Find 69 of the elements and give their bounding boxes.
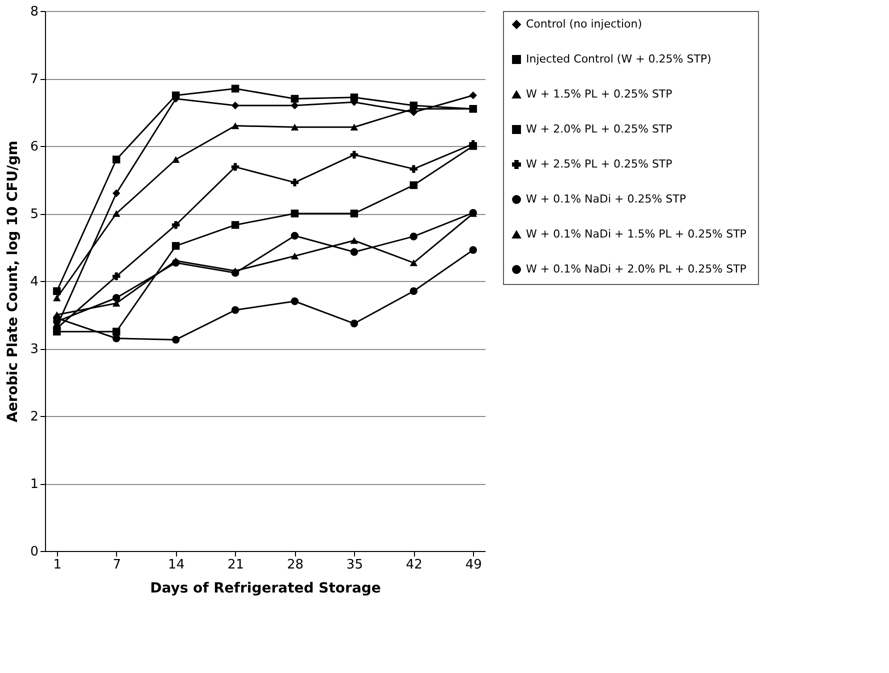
point [112, 294, 120, 302]
point [112, 272, 120, 280]
legend-label: W + 0.1% NaDi + 2.0% PL + 0.25% STP [526, 262, 747, 276]
point [112, 210, 120, 217]
x-tick-label: 21 [227, 558, 244, 572]
y-tick-label: 6 [30, 140, 38, 154]
point [231, 306, 240, 314]
point [290, 124, 299, 130]
point [350, 94, 358, 102]
legend-label: W + 0.1% NaDi + 0.25% STP [526, 192, 686, 206]
point [53, 294, 61, 302]
y-tick-label: 8 [30, 4, 38, 20]
legend-label: W + 2.5% PL + 0.25% STP [526, 158, 673, 170]
point [469, 246, 477, 254]
point [172, 156, 180, 163]
legend-label: W + 2.0% PL + 0.25% STP [526, 122, 673, 136]
point [112, 334, 120, 342]
y-tick-label: 4 [30, 274, 38, 290]
y-tick-label: 3 [30, 342, 38, 357]
point [112, 189, 120, 198]
y-tick-label: 0 [30, 544, 38, 560]
point [231, 84, 240, 92]
point [350, 248, 358, 256]
point [410, 165, 418, 173]
point [231, 102, 240, 110]
x-tick-label: 49 [465, 558, 482, 572]
point [290, 102, 299, 110]
y-tick-label: 2 [30, 410, 38, 424]
point [290, 178, 299, 186]
point [469, 92, 477, 100]
legend-label: Control (no injection) [526, 18, 642, 30]
y-tick-label: 1 [30, 477, 38, 492]
point [290, 210, 299, 218]
point [172, 336, 180, 344]
point [350, 320, 358, 328]
point [290, 252, 299, 260]
x-tick-label: 42 [406, 558, 422, 572]
point [290, 232, 299, 240]
y-axis-title: Aerobic Plate Count, log 10 CFU/gm [5, 140, 22, 422]
x-tick-label: 14 [168, 558, 185, 572]
point [231, 268, 240, 274]
x-tick-label: 28 [286, 558, 304, 572]
point [53, 287, 61, 295]
x-tick-label: 1 [53, 558, 62, 572]
point [350, 150, 358, 159]
point [172, 242, 180, 250]
point [410, 232, 418, 240]
point [350, 237, 358, 244]
legend-label: Injected Control (W + 0.25% STP) [526, 52, 712, 66]
x-tick-label: 7 [112, 558, 121, 572]
legend-label: W + 1.5% PL + 0.25% STP [526, 88, 673, 100]
x-axis-title: Days of Refrigerated Storage [150, 580, 381, 596]
point [290, 94, 299, 103]
point [231, 122, 240, 130]
x-tick-label: 35 [346, 558, 363, 572]
y-tick-label: 7 [30, 72, 38, 87]
point [290, 297, 299, 306]
point [410, 181, 418, 190]
point [112, 156, 120, 164]
y-tick-label: 5 [30, 207, 38, 222]
legend-label: W + 0.1% NaDi + 1.5% PL + 0.25% STP [526, 228, 747, 240]
point [410, 259, 418, 266]
point [172, 221, 180, 229]
point [231, 221, 240, 229]
point [350, 210, 358, 218]
point [410, 287, 418, 295]
point [231, 163, 240, 171]
point [172, 92, 180, 100]
point [350, 124, 358, 130]
